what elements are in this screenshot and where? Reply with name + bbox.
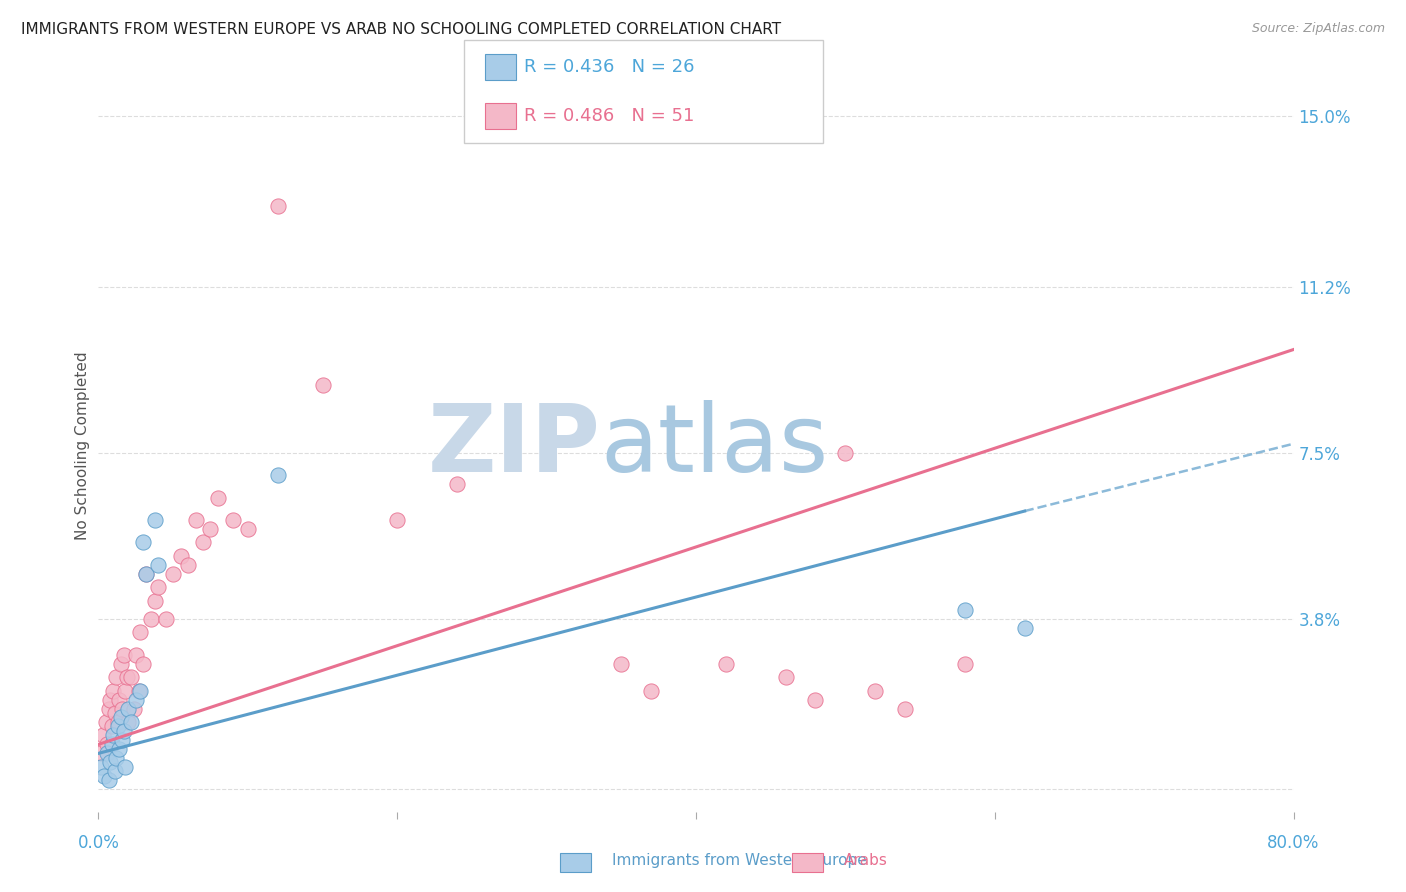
Point [110, 657, 132, 671]
Text: 80.0%: 80.0% [1267, 834, 1320, 852]
Point [103, 683, 125, 698]
Point [97, 773, 120, 788]
Point [125, 692, 148, 706]
Point [894, 701, 917, 715]
Point [107, 719, 129, 733]
Point [236, 522, 259, 536]
Point [107, 714, 129, 729]
Point [143, 594, 166, 608]
Point [1014, 621, 1036, 635]
Point [110, 710, 132, 724]
Point [207, 491, 229, 505]
Text: R = 0.436   N = 26: R = 0.436 N = 26 [524, 58, 695, 76]
Point [804, 692, 827, 706]
Point [775, 670, 797, 684]
Point [108, 692, 131, 706]
Point [446, 477, 468, 491]
Point [97, 701, 120, 715]
Point [104, 764, 127, 779]
Point [953, 603, 976, 617]
Point [105, 670, 128, 684]
Point [125, 648, 148, 662]
Point [105, 751, 128, 765]
Point [90, 747, 112, 761]
Point [385, 513, 409, 527]
Text: Source: ZipAtlas.com: Source: ZipAtlas.com [1251, 22, 1385, 36]
Point [104, 706, 127, 720]
Point [610, 657, 633, 671]
Point [177, 558, 200, 572]
Point [108, 742, 131, 756]
Point [98, 692, 122, 706]
Point [714, 657, 737, 671]
Text: 0.0%: 0.0% [77, 834, 120, 852]
Point [865, 683, 887, 698]
Point [115, 670, 138, 684]
Text: ZIP: ZIP [427, 400, 600, 492]
Point [114, 683, 136, 698]
Point [98, 756, 122, 770]
Point [111, 733, 134, 747]
Point [200, 522, 222, 536]
Point [117, 714, 139, 729]
Point [135, 566, 157, 581]
Text: R = 0.486   N = 51: R = 0.486 N = 51 [524, 107, 695, 125]
Point [93, 769, 115, 783]
Point [191, 535, 214, 549]
Point [94, 714, 117, 729]
Point [96, 747, 118, 761]
Point [267, 468, 290, 483]
Text: Arabs: Arabs [844, 854, 887, 868]
Point [124, 701, 146, 715]
Point [101, 738, 124, 752]
Point [90, 760, 112, 774]
Point [129, 625, 152, 640]
Point [114, 760, 136, 774]
Point [120, 714, 142, 729]
Point [91, 728, 114, 742]
Y-axis label: No Schooling Completed: No Schooling Completed [75, 351, 90, 541]
Point [135, 566, 157, 581]
Text: Immigrants from Western Europe: Immigrants from Western Europe [612, 854, 866, 868]
Point [101, 719, 124, 733]
Point [132, 535, 155, 549]
Point [139, 612, 162, 626]
Point [143, 513, 166, 527]
Point [222, 513, 245, 527]
Point [184, 513, 207, 527]
Point [96, 738, 118, 752]
Point [132, 657, 155, 671]
Point [112, 648, 135, 662]
Point [155, 612, 177, 626]
Point [128, 683, 150, 698]
Point [111, 701, 134, 715]
Point [120, 670, 142, 684]
Point [103, 728, 125, 742]
Point [640, 683, 662, 698]
Point [311, 378, 333, 392]
Point [117, 701, 139, 715]
Point [162, 566, 184, 581]
Point [148, 580, 170, 594]
Text: atlas: atlas [600, 400, 828, 492]
Point [148, 558, 170, 572]
Point [112, 723, 135, 738]
Point [129, 683, 152, 698]
Point [169, 549, 191, 563]
Point [953, 657, 976, 671]
Point [267, 199, 290, 213]
Text: IMMIGRANTS FROM WESTERN EUROPE VS ARAB NO SCHOOLING COMPLETED CORRELATION CHART: IMMIGRANTS FROM WESTERN EUROPE VS ARAB N… [21, 22, 782, 37]
Point [834, 446, 856, 460]
